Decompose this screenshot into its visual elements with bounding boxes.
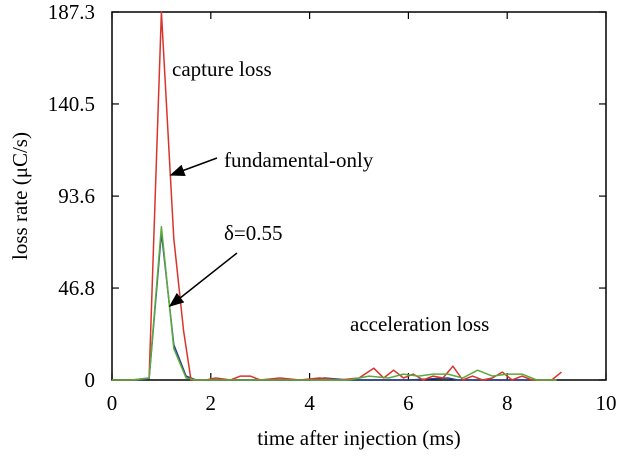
x-tick-label: 0: [107, 391, 118, 415]
annotation-acceleration-loss: acceleration loss: [350, 312, 489, 336]
y-tick-label: 0: [85, 368, 96, 392]
series-layer: [112, 11, 562, 381]
series-line-1: [112, 11, 562, 381]
y-axis: 0 46.8 93.6 140.5 187.3: [48, 0, 606, 392]
y-tick-label: 140.5: [48, 92, 95, 116]
annotation-capture-loss: capture loss: [172, 57, 272, 81]
annotation-delta: δ=0.55: [224, 221, 283, 245]
x-tick-label: 2: [206, 391, 217, 415]
y-tick-label: 187.3: [48, 0, 95, 24]
annotation-fundamental-only: fundamental-only: [224, 148, 374, 172]
x-tick-label: 4: [304, 391, 315, 415]
arrow-delta: [168, 252, 238, 307]
y-axis-title: loss rate (μC/s): [8, 132, 32, 260]
y-tick-label: 93.6: [58, 184, 95, 208]
arrow-fundamental-only: [169, 157, 218, 176]
x-tick-label: 8: [502, 391, 513, 415]
series-line-2: [112, 225, 557, 381]
x-tick-label: 6: [403, 391, 414, 415]
y-tick-label: 46.8: [58, 276, 95, 300]
x-tick-label: 10: [596, 391, 617, 415]
x-axis-title: time after injection (ms): [257, 426, 461, 450]
